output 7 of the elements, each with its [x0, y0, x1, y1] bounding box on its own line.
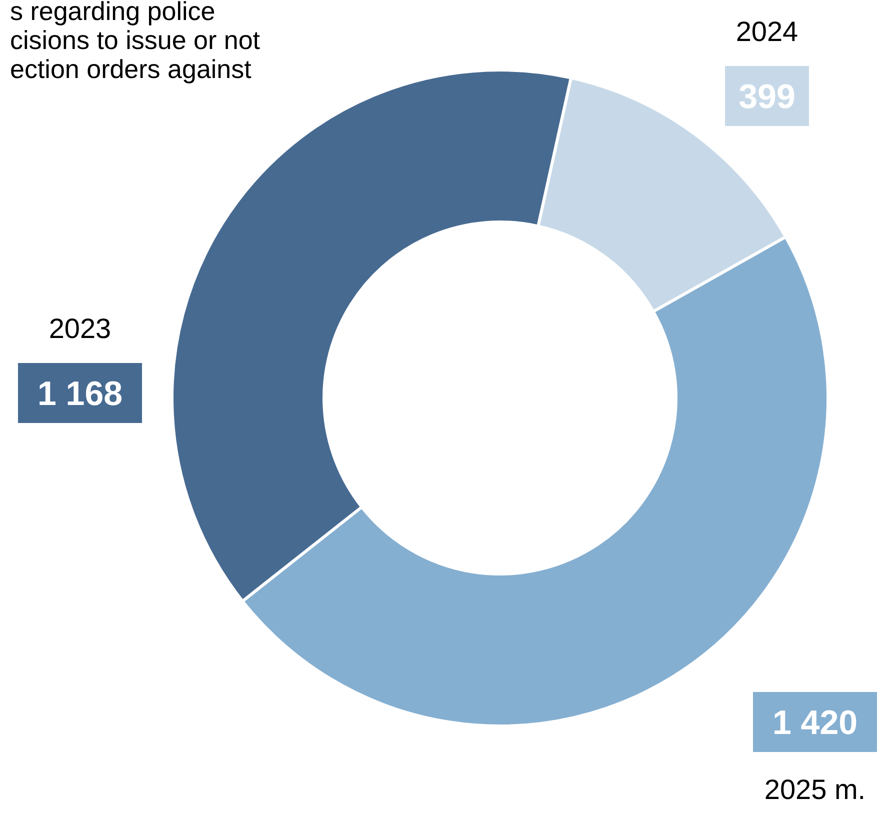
data-label: 399	[738, 78, 796, 116]
chart-title: s regarding police cisions to issue or not ection orders against	[10, 0, 261, 84]
slice-label: 2023	[48, 313, 112, 344]
slice-label: 2024	[736, 16, 798, 47]
legend-label: 2025 m.	[764, 774, 866, 805]
data-label: 1 168	[37, 375, 123, 413]
data-label: 1 420	[772, 704, 858, 742]
